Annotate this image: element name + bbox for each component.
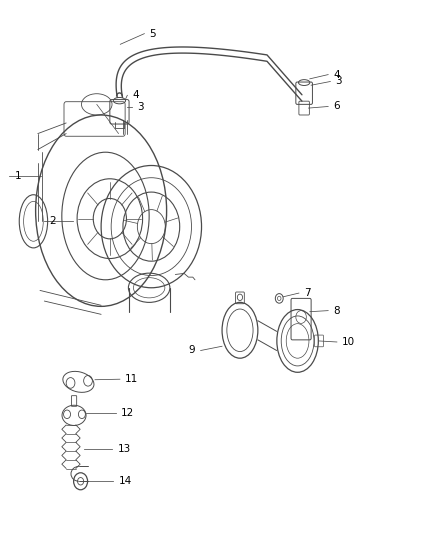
Text: 6: 6 [333,101,340,111]
Text: 3: 3 [137,102,144,112]
Text: 1: 1 [14,171,21,181]
Text: 13: 13 [118,444,131,454]
Text: 7: 7 [304,288,311,298]
Text: 4: 4 [333,70,340,79]
Text: 10: 10 [342,337,355,347]
Text: 11: 11 [125,374,138,384]
Text: 9: 9 [189,345,195,356]
Text: 3: 3 [336,77,342,86]
Text: 12: 12 [121,408,134,418]
Text: 5: 5 [150,29,156,39]
Text: 8: 8 [333,305,340,316]
Text: 4: 4 [133,90,139,100]
Text: 14: 14 [119,477,132,486]
Text: 2: 2 [49,216,56,227]
